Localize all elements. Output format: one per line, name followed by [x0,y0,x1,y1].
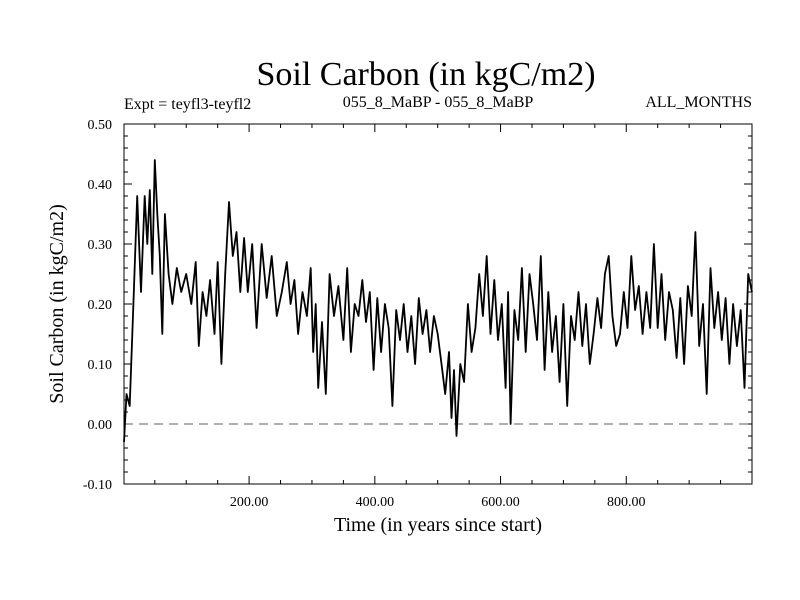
y-tick-label: 0.40 [88,178,113,193]
y-tick-label: 0.00 [88,418,113,433]
y-tick-label: 0.50 [88,118,113,133]
x-tick-label: 200.00 [230,495,269,510]
data-series-line [123,159,753,443]
x-axis: 200.00 400.00 600.00 800.00 [154,124,722,510]
subtitle-center: 055_8_MaBP - 055_8_MaBP [343,94,534,111]
y-axis-label: Soil Carbon (in kgC/m2) [46,204,68,403]
x-tick-label: 400.00 [356,495,395,510]
y-tick-label: 0.10 [88,358,113,373]
x-axis-label: Time (in years since start) [334,514,542,536]
subtitle-left: Expt = teyfl3-teyfl2 [124,96,251,113]
subtitle-right: ALL_MONTHS [645,94,752,111]
x-tick-label: 600.00 [481,495,520,510]
y-tick-label: 0.20 [88,298,113,313]
x-tick-label: 800.00 [607,495,646,510]
y-tick-label: -0.10 [83,478,112,493]
chart-title: Soil Carbon (in kgC/m2) [256,56,595,93]
plot-frame [123,123,753,485]
y-tick-label: 0.30 [88,238,113,253]
